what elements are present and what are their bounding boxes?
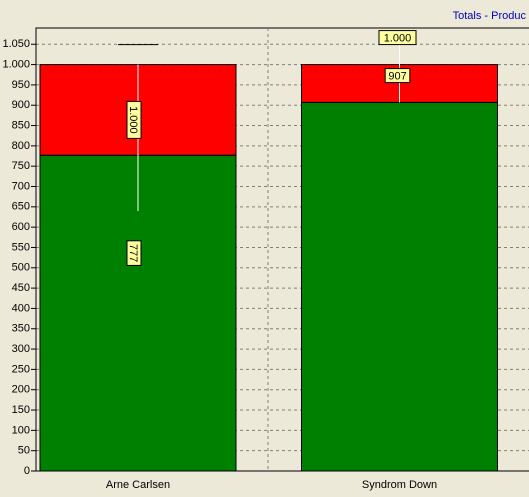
y-tick-label: 900 xyxy=(12,99,30,111)
y-tick-label: 250 xyxy=(12,363,30,375)
y-tick-label: 800 xyxy=(12,140,30,152)
y-tick-label: 600 xyxy=(12,221,30,233)
y-tick-label: 500 xyxy=(12,262,30,274)
y-tick-label: 550 xyxy=(12,241,30,253)
bar-label-text: 907 xyxy=(388,70,406,82)
bar-label-text: 777 xyxy=(127,244,139,262)
bar-label-text: 1.000 xyxy=(384,32,412,44)
y-tick-label: 1.050 xyxy=(2,38,30,50)
bar-label: 1.000 xyxy=(126,100,142,139)
bar-label-text: 1.000 xyxy=(127,106,139,134)
y-tick-label: 750 xyxy=(12,160,30,172)
bar-label-box xyxy=(126,100,142,139)
y-tick-label: 50 xyxy=(18,445,30,457)
bar-label: 777 xyxy=(126,240,142,266)
y-tick-label: 950 xyxy=(12,79,30,91)
y-tick-label: 850 xyxy=(12,119,30,131)
y-tick-label: 150 xyxy=(12,404,30,416)
y-tick-label: 700 xyxy=(12,180,30,192)
bar-label: 907 xyxy=(384,68,411,84)
y-tick-label: 350 xyxy=(12,323,30,335)
y-tick-label: 300 xyxy=(12,343,30,355)
y-tick-label: 400 xyxy=(12,302,30,314)
y-tick-label: 450 xyxy=(12,282,30,294)
bar-label: 1.000 xyxy=(378,30,417,46)
y-tick-label: 1.000 xyxy=(2,58,30,70)
bar-segment xyxy=(301,101,498,472)
x-tick-label: Arne Carlsen xyxy=(106,479,170,491)
bar-label-box xyxy=(126,240,142,266)
y-tick-label: 100 xyxy=(12,424,30,436)
bar-label-box xyxy=(378,30,417,46)
bar-label-box xyxy=(384,68,411,84)
x-tick-label: Syndrom Down xyxy=(362,479,437,491)
y-tick-label: 200 xyxy=(12,384,30,396)
chart-title: Totals - Produc xyxy=(453,10,527,22)
y-tick-label: 0 xyxy=(24,465,30,477)
y-tick-label: 650 xyxy=(12,201,30,213)
